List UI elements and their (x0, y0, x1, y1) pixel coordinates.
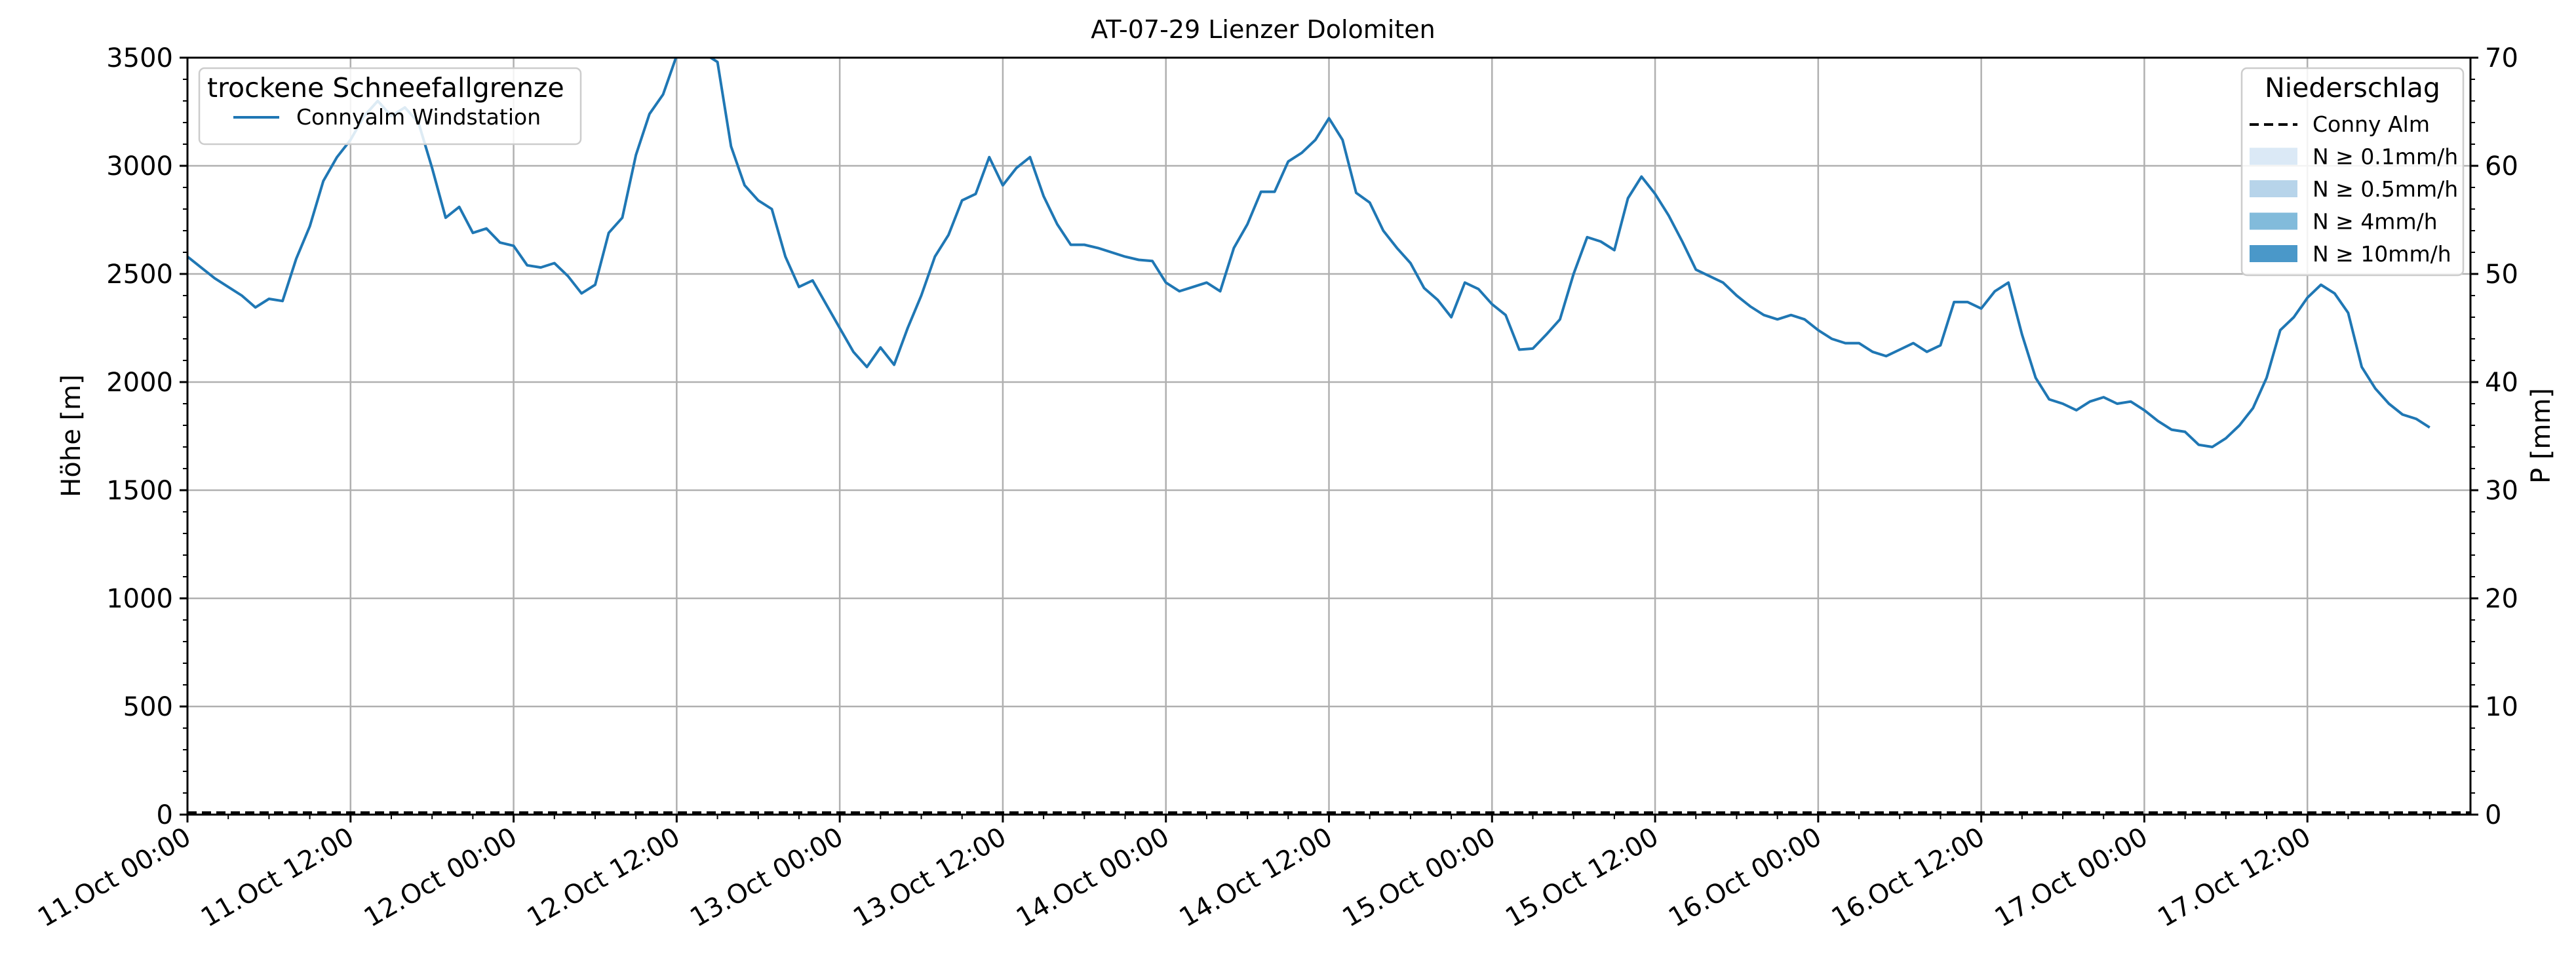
legend-entry-label: N ≥ 10mm/h (2313, 241, 2451, 267)
y-right-tick-label: 60 (2485, 151, 2518, 182)
y-right-tick-label: 40 (2485, 368, 2518, 398)
legend-swatch-patch (2250, 212, 2297, 230)
series-line-connyalm-windstation (187, 58, 2430, 448)
legend-entry-label: Connyalm Windstation (296, 104, 541, 130)
y-right-tick-label: 70 (2485, 43, 2518, 73)
y-right-tick-label: 50 (2485, 260, 2518, 290)
legend-swatch-patch (2250, 245, 2297, 262)
legend-entry-label: Conny Alm (2313, 111, 2430, 137)
series-layer (187, 58, 2470, 814)
y-right-tick-label: 20 (2485, 584, 2518, 614)
y-axis-label-left: Höhe [m] (56, 374, 87, 497)
chart-title: AT-07-29 Lienzer Dolomiten (1091, 15, 1435, 44)
y-tick-label: 500 (123, 692, 173, 722)
left-y-axis: 0 500 1000 1500 2000 2500 3000 3500 (106, 43, 187, 830)
y-right-tick-label: 30 (2485, 476, 2518, 506)
legend-entry-label: N ≥ 4mm/h (2313, 209, 2438, 235)
legend-swatch-patch (2250, 180, 2297, 197)
gridlines (187, 58, 2470, 815)
legend-entry-label: N ≥ 0.1mm/h (2313, 144, 2458, 170)
right-y-axis: 0 10 20 30 40 50 60 70 (2470, 43, 2518, 830)
y-tick-label: 2000 (106, 368, 173, 398)
y-axis-label-right: P [mm] (2526, 388, 2556, 484)
y-tick-label: 2500 (106, 260, 173, 290)
legend-precipitation: Niederschlag Conny Alm N ≥ 0.1mm/h N ≥ 0.5m… (2240, 67, 2465, 277)
legend-entry-label: N ≥ 0.5mm/h (2313, 176, 2458, 202)
y-tick-label: 1000 (106, 584, 173, 614)
y-right-tick-label: 10 (2485, 692, 2518, 722)
legend-title: Niederschlag (2265, 72, 2440, 104)
y-tick-label: 3000 (106, 151, 173, 182)
y-tick-label: 1500 (106, 476, 173, 506)
y-tick-label: 3500 (106, 43, 173, 73)
y-tick-label: 0 (157, 800, 173, 830)
legend-swatch-patch (2250, 147, 2297, 165)
legend-box (198, 67, 582, 145)
legend-title: trockene Schneefallgrenze (207, 72, 564, 104)
y-right-tick-label: 0 (2485, 800, 2501, 830)
